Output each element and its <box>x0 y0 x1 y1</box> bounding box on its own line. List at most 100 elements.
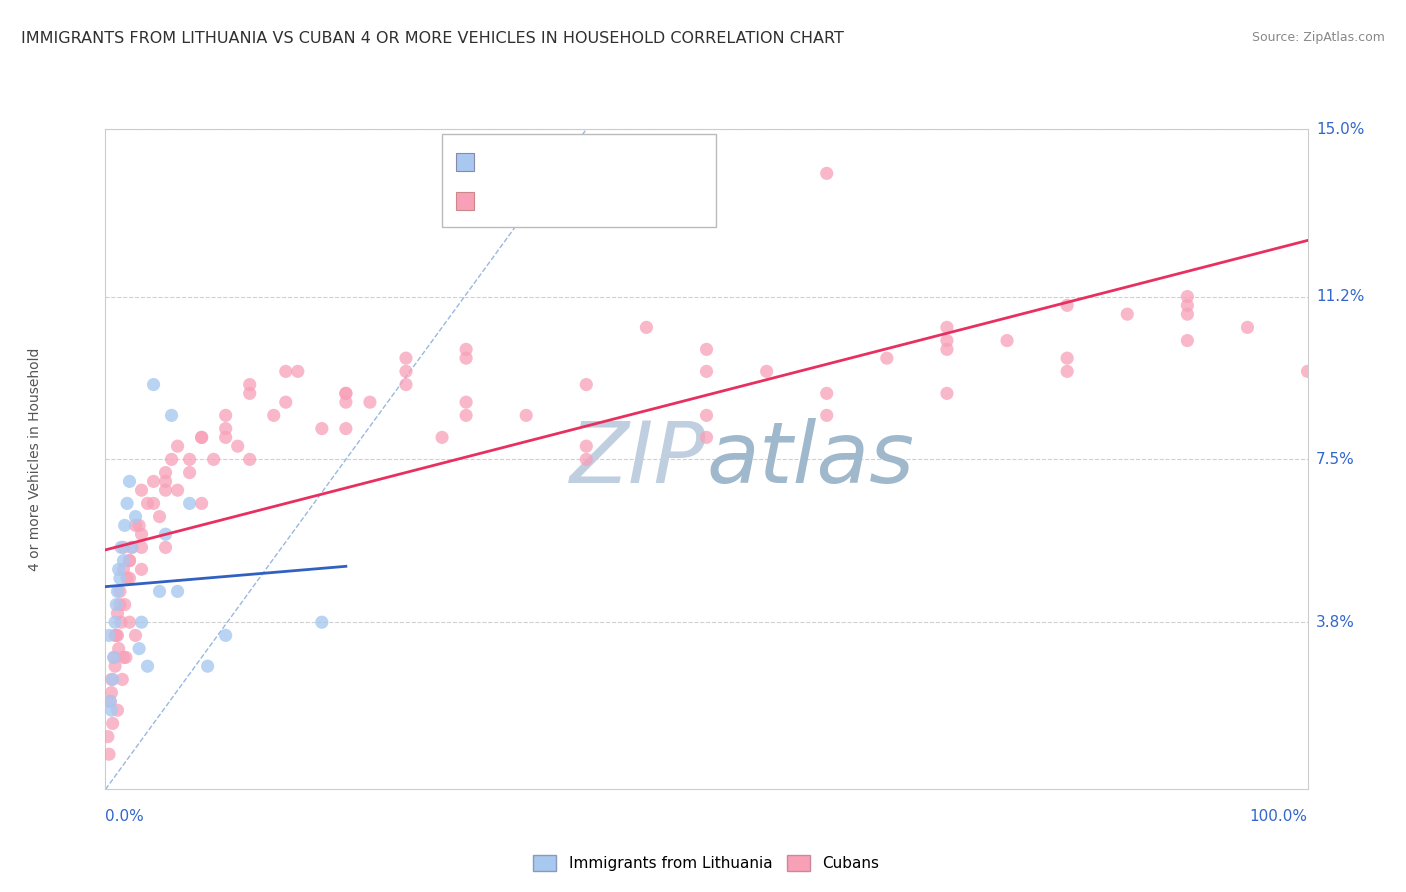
Point <box>395 377 418 392</box>
Point <box>335 386 357 401</box>
Point <box>274 364 297 378</box>
Point <box>112 650 135 665</box>
Point <box>98 694 121 708</box>
Text: 100.0%: 100.0% <box>1250 809 1308 824</box>
Point <box>115 650 138 665</box>
Point <box>936 320 959 334</box>
Point <box>454 351 477 366</box>
Point <box>179 496 201 510</box>
Point <box>121 541 143 555</box>
Point <box>335 421 357 435</box>
Point <box>214 409 236 423</box>
Point <box>226 439 249 453</box>
Text: N =: N = <box>605 154 637 169</box>
Point <box>128 518 150 533</box>
Point <box>131 562 153 576</box>
Point <box>815 409 838 423</box>
Point <box>155 527 177 541</box>
Text: 0.349: 0.349 <box>534 194 581 209</box>
Point <box>214 628 236 642</box>
Point <box>202 452 225 467</box>
Point <box>515 409 537 423</box>
Point <box>110 541 132 555</box>
Point <box>111 673 134 687</box>
Point <box>359 395 381 409</box>
Point <box>98 694 121 708</box>
Point <box>166 439 188 453</box>
Point <box>108 598 131 612</box>
Point <box>239 386 262 401</box>
Point <box>103 650 125 665</box>
Point <box>124 518 146 533</box>
Text: 7.5%: 7.5% <box>1316 452 1355 467</box>
Point <box>815 386 838 401</box>
Point <box>166 584 188 599</box>
Point <box>108 584 131 599</box>
Text: 11.2%: 11.2% <box>1316 289 1364 304</box>
Point <box>876 351 898 366</box>
Text: R =: R = <box>499 154 531 169</box>
Text: 29: 29 <box>640 154 661 169</box>
Point <box>107 584 129 599</box>
Point <box>105 598 128 612</box>
Text: Source: ZipAtlas.com: Source: ZipAtlas.com <box>1251 31 1385 45</box>
Point <box>190 430 212 444</box>
Point <box>160 452 183 467</box>
Point <box>239 452 262 467</box>
Point <box>101 716 124 731</box>
Point <box>179 466 201 480</box>
Text: ZIP: ZIP <box>571 417 707 501</box>
Point <box>263 409 285 423</box>
Point <box>239 377 262 392</box>
Point <box>114 598 136 612</box>
Point <box>148 584 170 599</box>
Point <box>696 409 718 423</box>
Text: R =: R = <box>499 194 531 209</box>
Point <box>155 475 177 489</box>
Text: 15.0%: 15.0% <box>1316 122 1364 136</box>
Point <box>1296 364 1319 378</box>
Point <box>311 615 333 630</box>
Legend: Immigrants from Lithuania, Cubans: Immigrants from Lithuania, Cubans <box>527 849 886 878</box>
Point <box>142 377 165 392</box>
Point <box>575 377 598 392</box>
Point <box>100 703 122 717</box>
Point <box>1116 307 1139 321</box>
Point <box>166 483 188 498</box>
Point <box>1175 298 1198 312</box>
Point <box>98 747 121 762</box>
Point <box>430 430 453 444</box>
Point <box>124 509 146 524</box>
Point <box>131 615 153 630</box>
Point <box>101 673 124 687</box>
Point <box>287 364 309 378</box>
Point <box>575 439 598 453</box>
Text: 108: 108 <box>640 194 671 209</box>
Point <box>107 703 129 717</box>
Point <box>107 607 129 621</box>
Text: IMMIGRANTS FROM LITHUANIA VS CUBAN 4 OR MORE VEHICLES IN HOUSEHOLD CORRELATION C: IMMIGRANTS FROM LITHUANIA VS CUBAN 4 OR … <box>21 31 844 46</box>
Point <box>335 395 357 409</box>
Point <box>197 659 219 673</box>
Point <box>1056 351 1078 366</box>
Point <box>142 475 165 489</box>
Point <box>636 320 658 334</box>
Point <box>696 364 718 378</box>
Point <box>755 364 778 378</box>
Point <box>190 430 212 444</box>
Point <box>148 509 170 524</box>
Point <box>335 386 357 401</box>
Point <box>454 409 477 423</box>
Point <box>100 685 122 699</box>
Text: 0.0%: 0.0% <box>105 809 145 824</box>
Point <box>128 641 150 656</box>
Point <box>103 650 125 665</box>
Point <box>696 430 718 444</box>
Point <box>107 641 129 656</box>
Point <box>936 343 959 357</box>
Point <box>454 343 477 357</box>
Point <box>107 562 129 576</box>
Point <box>110 615 132 630</box>
Point <box>214 430 236 444</box>
Point <box>214 421 236 435</box>
